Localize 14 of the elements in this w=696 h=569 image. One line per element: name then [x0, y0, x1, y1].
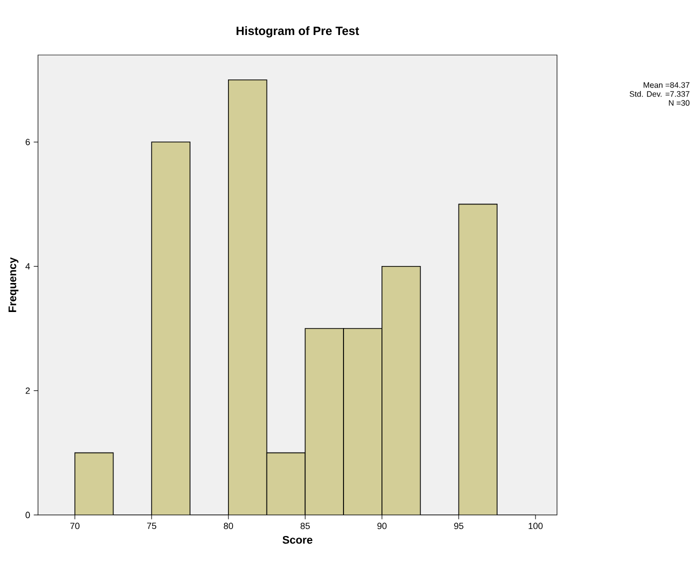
x-tick-label: 100: [528, 522, 543, 530]
x-tick-label: 70: [70, 522, 80, 530]
y-tick-label: 6: [26, 138, 30, 146]
y-axis-title: Frequency: [8, 257, 18, 312]
y-tick-label: 2: [26, 388, 30, 394]
y-tick-label: 0: [26, 512, 30, 518]
x-tick-label: 80: [224, 522, 234, 530]
x-tick-label: 95: [454, 522, 464, 530]
x-tick-label: 75: [147, 522, 156, 530]
chart-title: Histogram of Pre Test: [236, 26, 360, 38]
x-axis-title: Score: [282, 536, 312, 544]
x-tick-label: 90: [377, 522, 387, 530]
x-tick-label: 85: [300, 522, 310, 530]
y-tick-label: 4: [25, 263, 30, 270]
